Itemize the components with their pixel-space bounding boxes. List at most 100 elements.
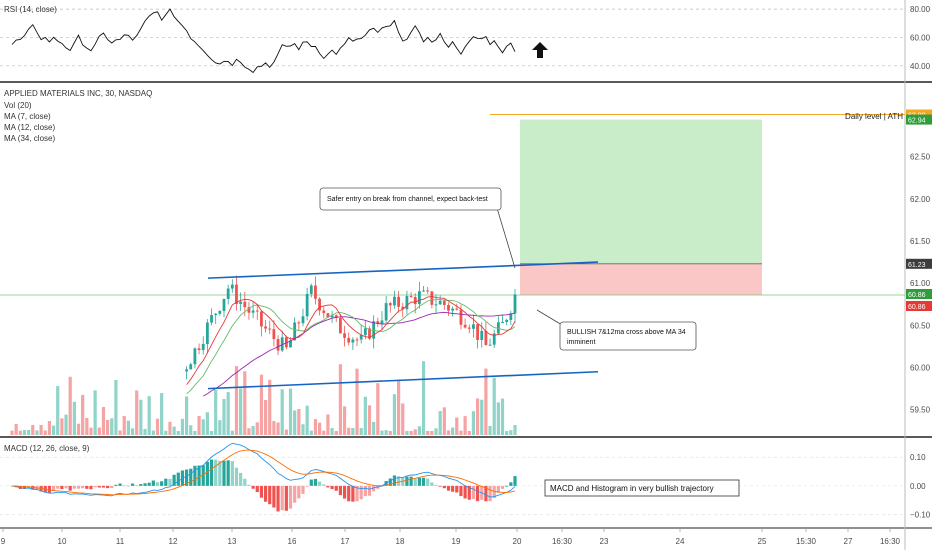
volume-legend: Vol (20) bbox=[4, 101, 32, 110]
callout-ma-text-1: BULLISH 7&12ma cross above MA 34 bbox=[567, 329, 686, 336]
macd-annotation-box bbox=[544, 479, 740, 497]
macd-histogram-bar bbox=[60, 485, 64, 490]
time-axis-label: 11 bbox=[116, 537, 125, 546]
time-axis-label: 19 bbox=[452, 537, 461, 546]
volume-bar bbox=[355, 368, 359, 435]
volume-bar bbox=[322, 430, 326, 435]
volume-bar bbox=[151, 430, 155, 435]
macd-histogram-bar bbox=[284, 485, 288, 511]
candle-body bbox=[314, 285, 317, 299]
volume-bar bbox=[297, 409, 301, 435]
macd-histogram-bar bbox=[184, 469, 189, 486]
macd-histogram-bar bbox=[293, 485, 297, 503]
price-legend-symbol: APPLIED MATERIALS INC, 30, NASDAQ bbox=[4, 89, 152, 98]
macd-histogram-bar bbox=[434, 485, 438, 486]
candle-body bbox=[422, 290, 425, 292]
price-axis-label: 61.50 bbox=[910, 237, 931, 246]
macd-histogram-bar bbox=[409, 476, 413, 486]
candle-body bbox=[268, 328, 272, 330]
profit-zone bbox=[520, 119, 762, 264]
candle-body bbox=[222, 298, 226, 311]
volume-bar bbox=[334, 430, 338, 435]
candle-body bbox=[397, 296, 401, 307]
candle-body bbox=[380, 320, 384, 324]
macd-histogram-bar bbox=[255, 485, 259, 493]
macd-histogram-bar bbox=[251, 485, 255, 489]
candle-body bbox=[455, 308, 459, 310]
volume-bar bbox=[342, 406, 347, 435]
candle-body bbox=[384, 303, 388, 321]
candle-body bbox=[330, 315, 334, 318]
candle-body bbox=[334, 315, 338, 318]
volume-bar bbox=[259, 374, 264, 435]
price-tag-label: 61.23 bbox=[908, 262, 926, 269]
volume-bar bbox=[47, 421, 52, 435]
volume-bar bbox=[205, 412, 209, 435]
macd-histogram-bar bbox=[151, 480, 155, 486]
volume-bar bbox=[101, 406, 106, 435]
candle-body bbox=[226, 288, 230, 299]
macd-histogram-bar bbox=[263, 485, 268, 502]
candle-body bbox=[218, 310, 222, 314]
time-axis-label: 27 bbox=[844, 537, 853, 546]
volume-bar bbox=[31, 424, 35, 435]
candle-body bbox=[251, 310, 255, 313]
volume-bar bbox=[263, 399, 268, 435]
macd-histogram-bar bbox=[268, 485, 272, 505]
volume-bar bbox=[380, 430, 384, 435]
price-tag bbox=[906, 109, 932, 120]
macd-histogram-bar bbox=[110, 485, 114, 489]
candle-body bbox=[413, 296, 417, 305]
price-axis-label: 62.50 bbox=[910, 153, 931, 162]
macd-histogram-bar bbox=[347, 485, 351, 502]
volume-bar bbox=[209, 430, 214, 435]
volume-bar bbox=[405, 430, 409, 435]
macd-histogram-bar bbox=[118, 483, 122, 486]
macd-histogram-bar bbox=[81, 485, 85, 489]
candle-body bbox=[309, 285, 313, 294]
price-axis-label: 60.50 bbox=[910, 321, 931, 330]
macd-histogram-bar bbox=[93, 485, 97, 488]
macd-histogram-bar bbox=[143, 483, 147, 486]
candle-body bbox=[293, 322, 297, 341]
volume-bar bbox=[35, 430, 39, 435]
candle-body bbox=[484, 330, 488, 346]
candle-body bbox=[255, 310, 259, 312]
volume-bar bbox=[268, 379, 272, 435]
volume-bar bbox=[272, 420, 276, 435]
volume-bar bbox=[56, 386, 60, 435]
volume-bar bbox=[22, 430, 27, 435]
rsi-axis-label: 60.00 bbox=[910, 33, 931, 42]
stop-zone bbox=[520, 263, 762, 295]
candle-body bbox=[393, 296, 396, 306]
candle-body bbox=[230, 284, 234, 289]
ma12-legend: MA (12, close) bbox=[4, 123, 55, 132]
macd-axis-label: 0.10 bbox=[910, 453, 926, 462]
time-axis-label: 23 bbox=[600, 537, 609, 546]
volume-bar bbox=[459, 430, 463, 435]
macd-histogram-bar bbox=[305, 485, 309, 487]
macd-histogram-bar bbox=[322, 484, 326, 486]
volume-bar bbox=[230, 430, 234, 435]
rsi-line bbox=[11, 8, 516, 74]
volume-bar bbox=[147, 396, 151, 435]
volume-bar bbox=[139, 399, 143, 435]
volume-bar bbox=[114, 380, 118, 435]
macd-histogram-bar bbox=[201, 465, 205, 486]
macd-histogram-bar bbox=[193, 465, 197, 486]
volume-bar bbox=[455, 417, 459, 435]
volume-bar bbox=[446, 430, 451, 435]
volume-bar bbox=[10, 430, 14, 435]
volume-bar bbox=[467, 430, 471, 435]
callout-pointer bbox=[496, 207, 516, 269]
candle-body bbox=[247, 307, 251, 313]
volume-bar bbox=[438, 411, 442, 435]
volume-bar bbox=[60, 418, 64, 435]
candle-body bbox=[388, 303, 392, 306]
candle-body bbox=[401, 306, 405, 310]
volume-bar bbox=[164, 430, 168, 435]
candle-body bbox=[496, 322, 500, 334]
candle-body bbox=[343, 333, 346, 338]
macd-histogram-bar bbox=[496, 485, 500, 493]
volume-bar bbox=[135, 390, 139, 435]
